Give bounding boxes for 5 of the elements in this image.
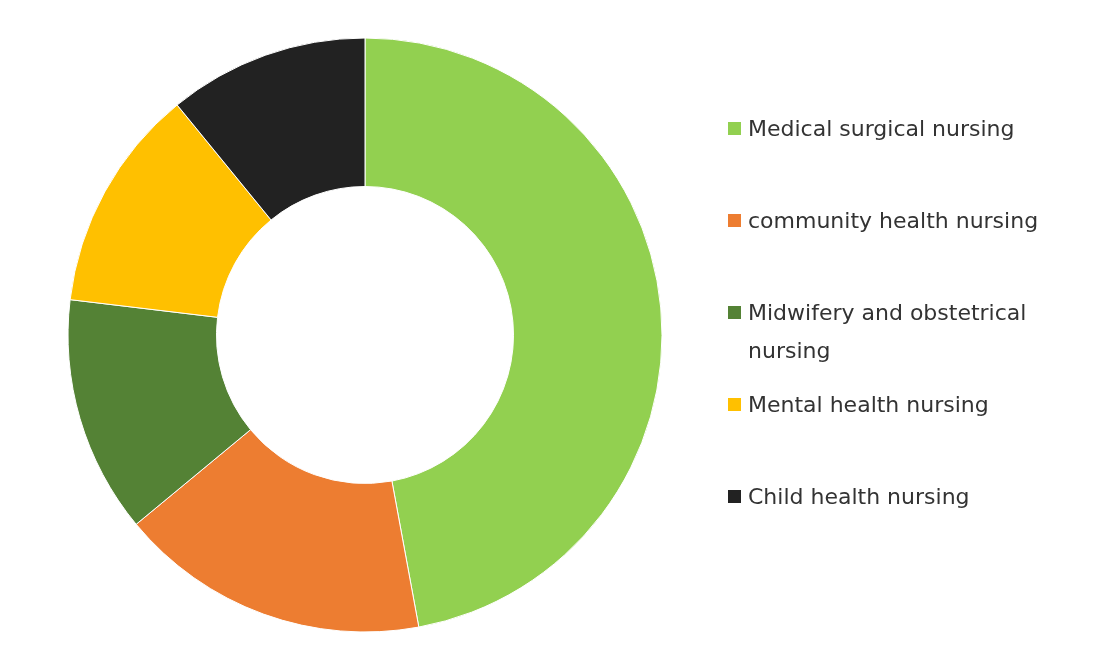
legend-label: Mental health nursing (748, 392, 989, 417)
legend-label: Child health nursing (748, 484, 970, 509)
legend-label: Midwifery and obstetrical nursing (748, 300, 1027, 363)
legend-label: community health nursing (748, 208, 1039, 233)
legend-label: Medical surgical nursing (748, 116, 1015, 141)
